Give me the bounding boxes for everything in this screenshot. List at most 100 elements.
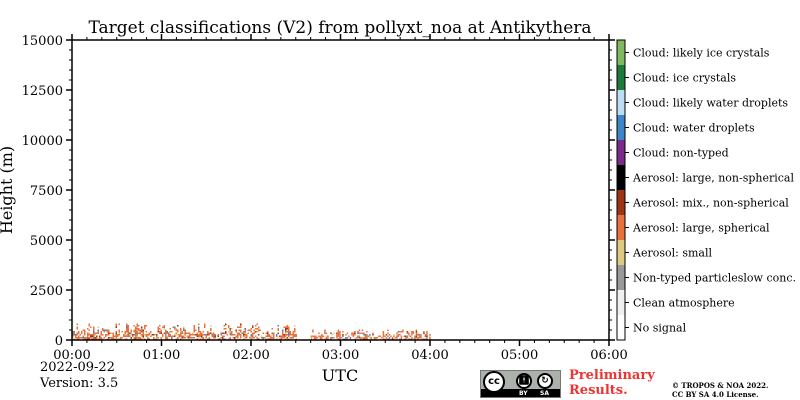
data-cell [250,337,252,339]
data-cell [102,334,104,336]
data-cell [246,334,248,336]
data-cell [282,334,284,336]
data-cell [76,323,78,325]
data-cell [355,337,358,339]
data-cell [204,334,206,336]
data-cell [399,334,401,336]
data-cell [193,326,195,328]
data-cell [118,323,120,325]
data-cell [321,335,323,337]
data-cell [204,325,206,327]
data-cell [292,331,294,333]
data-cell [346,332,349,334]
data-cell [418,335,421,337]
data-cell [234,334,236,336]
data-cell [228,331,230,333]
data-cell [295,335,297,337]
data-cell [159,328,161,330]
data-cell [408,332,410,334]
data-cell [364,335,367,337]
colorbar-label: No signal [633,322,687,335]
data-cell [250,334,252,336]
data-cell [198,323,200,325]
data-cell [153,337,155,339]
data-cell [237,337,239,339]
sa-label: SA [540,390,549,397]
data-cell [288,334,290,336]
data-cell [288,329,290,331]
data-cell [288,335,290,337]
data-cell [325,335,328,337]
y-tick-label: 10000 [22,134,63,149]
data-cell [262,337,264,339]
data-cell [186,332,188,334]
data-cell [115,326,117,328]
data-cell [237,332,239,334]
data-cell [204,323,206,325]
data-cell [336,337,338,339]
data-cell [93,328,95,330]
data-cell [330,337,332,339]
data-cell [292,335,294,337]
data-cell [105,335,107,337]
data-cell [415,335,418,337]
colorbar-swatch [617,165,625,190]
data-cell [357,332,359,334]
data-cell [396,334,398,336]
data-cell [273,332,275,334]
data-cell [417,337,419,339]
data-cell [243,332,245,334]
data-cell [265,332,267,334]
data-cell [102,328,104,330]
data-cell [177,334,179,336]
data-cell [208,334,210,336]
data-cell [114,335,116,337]
data-cell [202,334,204,336]
data-cell [277,329,279,331]
data-cell [96,337,98,339]
data-cell [150,332,152,334]
data-cell [294,334,296,336]
data-cell [258,328,260,330]
data-cell [99,337,101,339]
data-cell [249,337,251,339]
data-cell [103,329,105,331]
data-cell [192,337,194,339]
data-cell [339,331,341,333]
data-cell [369,334,371,336]
colorbar-swatch [617,240,625,265]
data-cell [91,334,93,336]
data-cell [193,325,195,327]
data-cell [172,326,174,328]
data-cell [199,331,201,333]
colorbar-swatch [617,265,625,290]
data-cell [211,335,213,337]
data-cell [358,337,361,339]
data-cell [360,332,362,334]
data-cell [346,337,349,339]
data-cell [201,335,203,337]
data-cell [108,337,110,339]
data-cell [84,334,86,336]
data-cell [123,335,125,337]
data-cell [199,334,201,336]
data-cell [130,337,132,339]
info-box: 2022-09-22 Version: 3.5 [40,360,118,392]
data-cell [378,335,380,337]
colorbar-swatch [617,65,625,90]
data-cell [150,335,152,337]
data-cell [282,331,284,333]
data-cell [426,335,428,337]
data-cell [130,331,132,333]
data-cell [291,337,293,339]
x-tick-label: 02:00 [232,348,269,363]
data-cell [280,335,282,337]
data-cell [183,326,185,328]
data-cell [225,331,227,333]
data-cell [90,326,92,328]
data-cell [129,332,131,334]
data-cell [88,323,90,325]
data-cell [211,334,213,336]
data-cell [252,335,254,337]
data-cell [171,335,173,337]
